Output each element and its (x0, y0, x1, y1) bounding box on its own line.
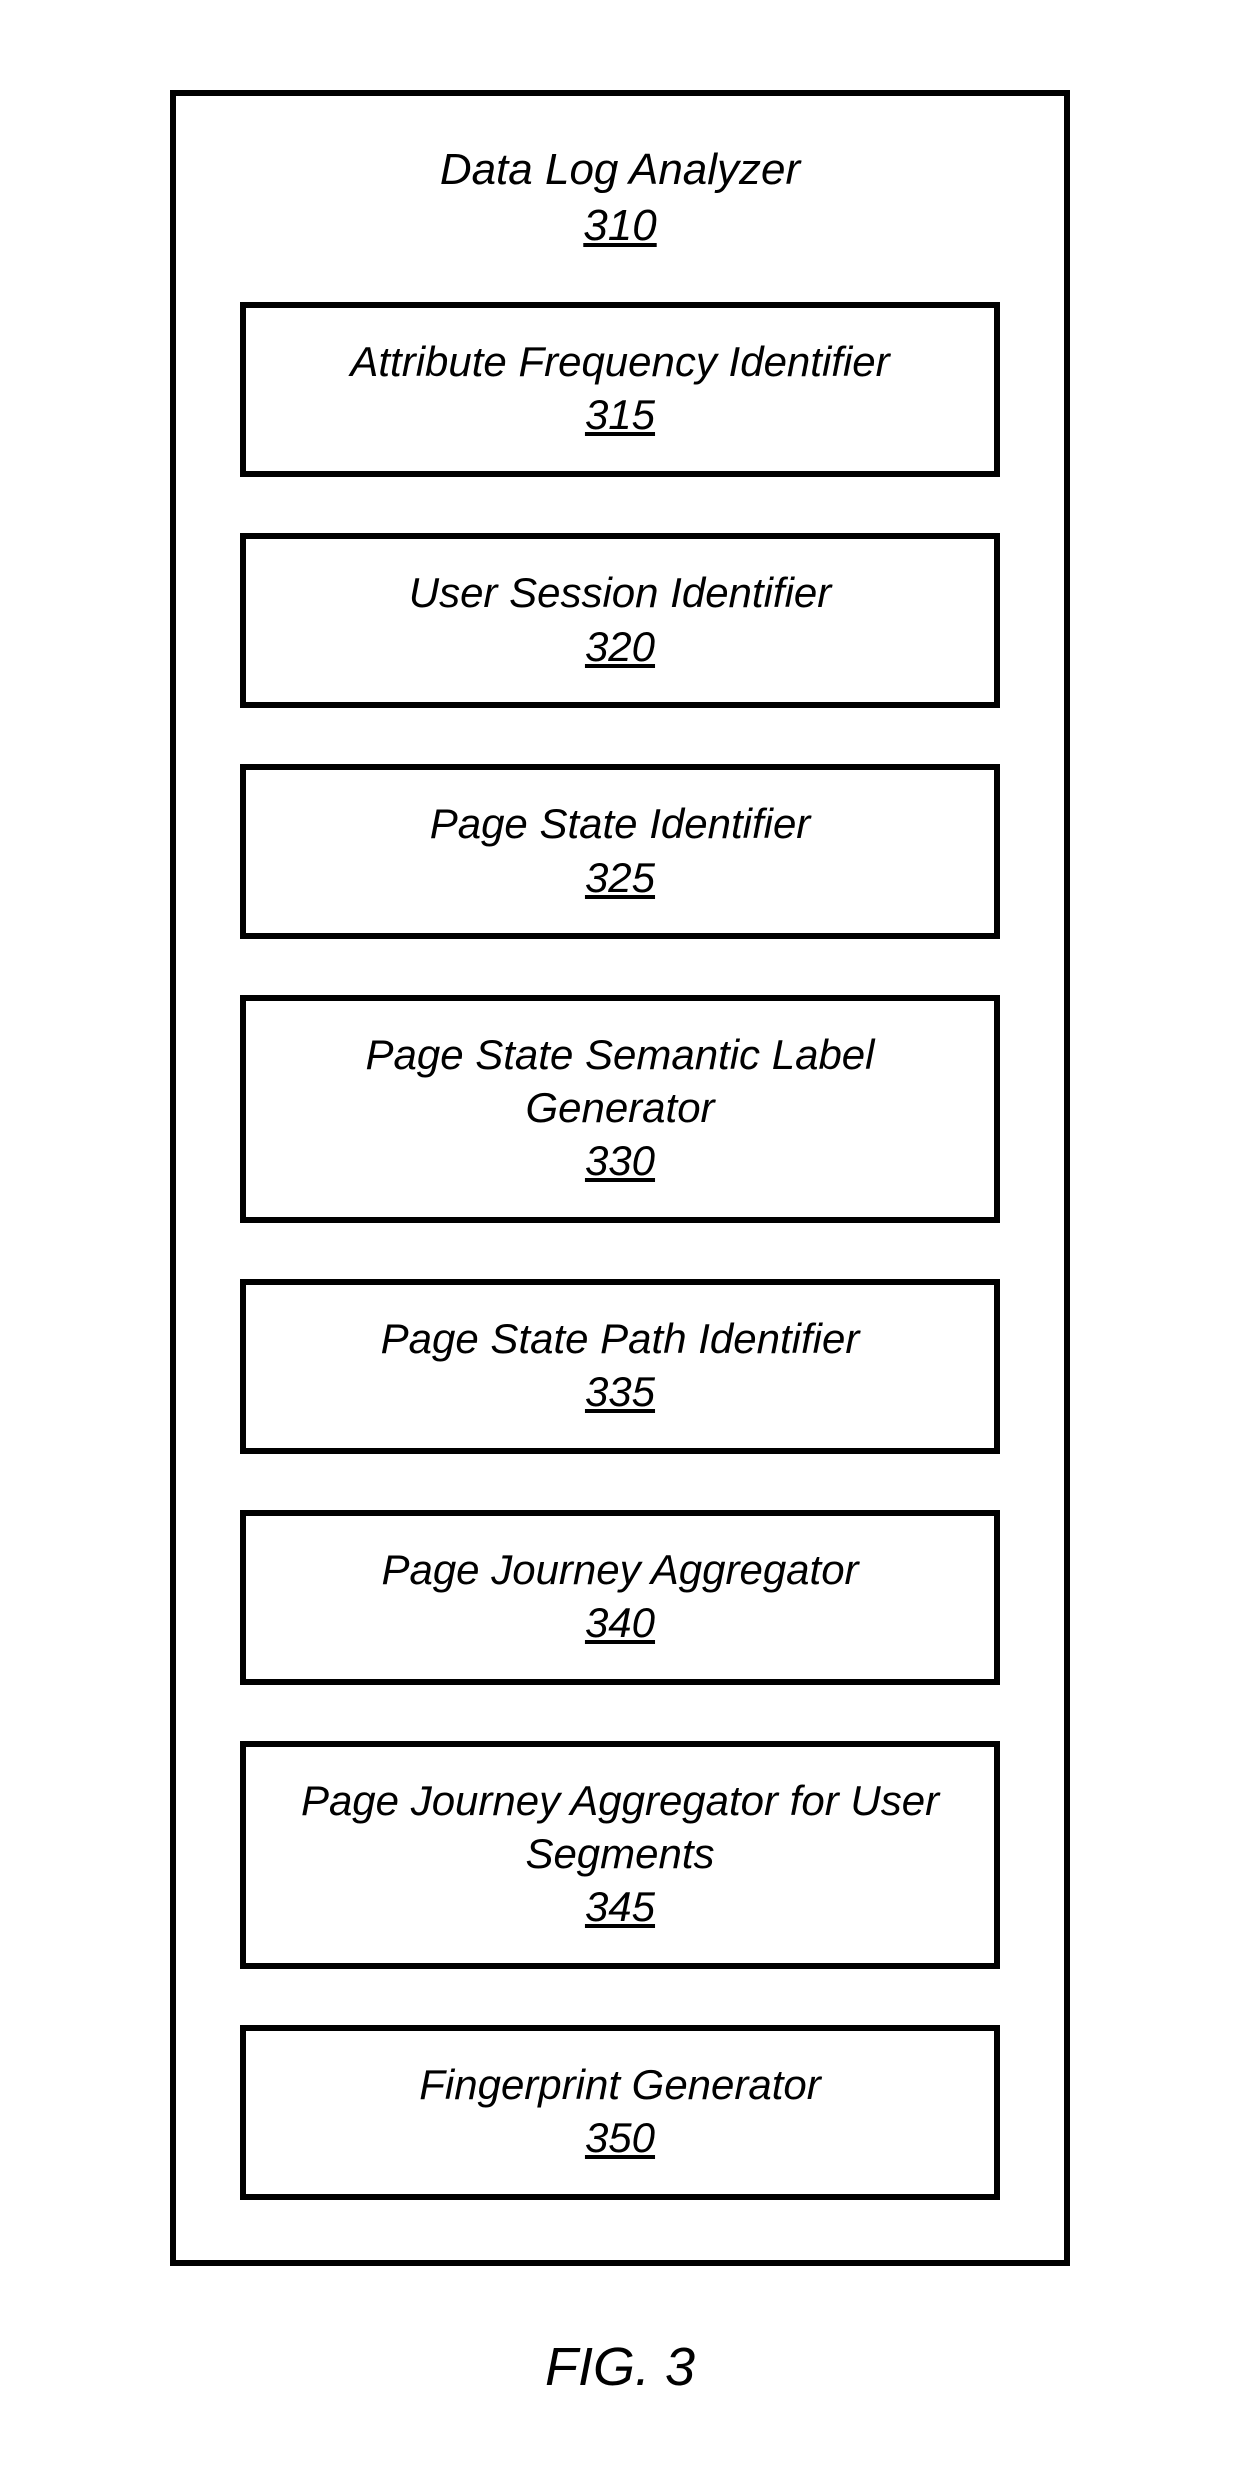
module-ref: 325 (585, 851, 655, 906)
page: Data Log Analyzer 310 Attribute Frequenc… (0, 0, 1240, 2458)
module-page-journey-aggregator: Page Journey Aggregator 340 (240, 1510, 1000, 1685)
figure-caption: FIG. 3 (545, 2336, 695, 2398)
module-label: Page Journey Aggregator (381, 1544, 858, 1597)
module-label: Fingerprint Generator (419, 2059, 821, 2112)
container-title: Data Log Analyzer (440, 144, 800, 197)
module-page-journey-aggregator-user-segments: Page Journey Aggregator for User Segment… (240, 1741, 1000, 1969)
module-ref: 330 (585, 1134, 655, 1189)
module-label: User Session Identifier (409, 567, 832, 620)
module-page-state-identifier: Page State Identifier 325 (240, 764, 1000, 939)
module-ref: 340 (585, 1596, 655, 1651)
module-ref: 350 (585, 2111, 655, 2166)
module-fingerprint-generator: Fingerprint Generator 350 (240, 2025, 1000, 2200)
module-ref: 345 (585, 1880, 655, 1935)
container-ref: 310 (440, 197, 800, 254)
module-page-state-path-identifier: Page State Path Identifier 335 (240, 1279, 1000, 1454)
module-label: Page State Identifier (430, 798, 811, 851)
module-label: Page Journey Aggregator for User Segment… (266, 1775, 974, 1880)
data-log-analyzer-container: Data Log Analyzer 310 Attribute Frequenc… (170, 90, 1070, 2266)
module-label: Attribute Frequency Identifier (350, 336, 889, 389)
module-page-state-semantic-label-generator: Page State Semantic Label Generator 330 (240, 995, 1000, 1223)
module-ref: 315 (585, 388, 655, 443)
module-ref: 335 (585, 1365, 655, 1420)
module-label: Page State Semantic Label Generator (266, 1029, 974, 1134)
container-title-block: Data Log Analyzer 310 (440, 144, 800, 254)
module-label: Page State Path Identifier (381, 1313, 860, 1366)
module-attribute-frequency-identifier: Attribute Frequency Identifier 315 (240, 302, 1000, 477)
module-ref: 320 (585, 620, 655, 675)
module-user-session-identifier: User Session Identifier 320 (240, 533, 1000, 708)
